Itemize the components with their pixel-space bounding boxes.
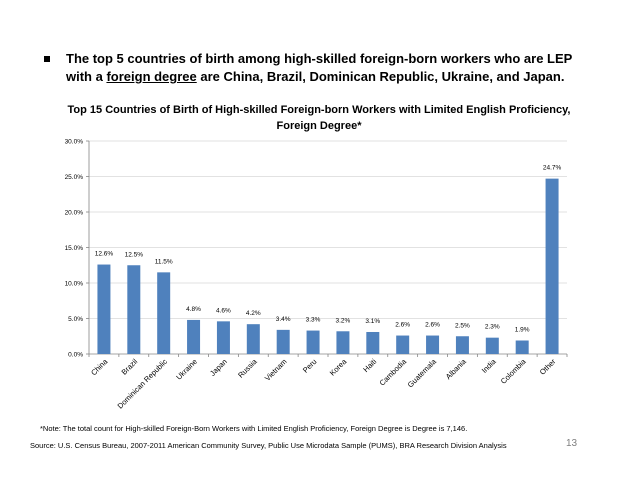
data-label: 4.6% [216, 307, 231, 314]
source-citation: Source: U.S. Census Bureau, 2007-2011 Am… [30, 441, 507, 450]
y-tick-label: 10.0% [65, 281, 84, 288]
y-tick-label: 15.0% [65, 245, 84, 252]
data-label: 3.3% [306, 317, 321, 324]
data-label: 2.3% [485, 324, 500, 331]
x-tick-label: Japan [208, 357, 229, 378]
data-label: 24.7% [543, 165, 562, 172]
x-tick-label: Peru [301, 357, 319, 375]
bar [485, 337, 499, 354]
x-tick-label: Ukraine [174, 357, 199, 382]
data-label: 2.5% [455, 322, 470, 329]
bar [306, 330, 320, 354]
y-tick-label: 0.0% [68, 352, 83, 359]
bar [97, 264, 111, 354]
x-tick-label: Cambodia [378, 356, 409, 387]
data-label: 4.8% [186, 306, 201, 313]
x-tick-label: Albania [444, 356, 469, 381]
bar [246, 324, 260, 354]
key-finding-text: The top 5 countries of birth among high-… [66, 50, 626, 86]
y-tick-label: 20.0% [65, 210, 84, 217]
bar [216, 321, 230, 354]
x-tick-label: India [480, 356, 498, 374]
y-tick-label: 5.0% [68, 316, 83, 323]
bar [336, 331, 350, 354]
bar [396, 335, 410, 354]
chart-title-line2: Foreign Degree* [276, 120, 362, 132]
bar [157, 272, 171, 354]
x-tick-label: Guatemala [406, 356, 439, 389]
key-finding-line2: with a foreign degree are China, Brazil,… [66, 68, 626, 86]
bullet-square-icon [44, 56, 50, 62]
bar [545, 178, 559, 354]
data-label: 12.5% [125, 251, 144, 258]
y-tick-label: 30.0% [65, 139, 84, 146]
x-tick-label: Brazil [120, 357, 140, 377]
x-tick-label: Russia [236, 356, 259, 379]
footnote: *Note: The total count for High-skilled … [40, 424, 468, 433]
chart-title-line1: Top 15 Countries of Birth of High-skille… [67, 104, 571, 116]
x-tick-label: Korea [328, 356, 349, 377]
key-finding-line1: The top 5 countries of birth among high-… [66, 51, 573, 66]
bar [426, 335, 440, 354]
key-finding-line2-post: are China, Brazil, Dominican Republic, U… [196, 69, 565, 84]
data-label: 3.4% [276, 316, 291, 323]
x-tick-label: Vietnam [263, 357, 289, 383]
data-label: 3.2% [336, 317, 351, 324]
data-label: 1.9% [515, 327, 530, 334]
data-label: 2.6% [425, 322, 440, 329]
x-tick-label: China [89, 356, 110, 377]
key-finding-line2-pre: with a [66, 69, 107, 84]
data-label: 2.6% [395, 322, 410, 329]
data-label: 3.1% [365, 318, 380, 325]
data-label: 4.2% [246, 310, 261, 317]
bar [515, 340, 529, 354]
bar [187, 319, 201, 354]
bar [366, 331, 380, 354]
bar [276, 329, 290, 354]
data-label: 11.5% [155, 258, 173, 265]
x-tick-label: Other [538, 357, 558, 377]
x-tick-label: Colombia [499, 356, 528, 385]
bar [127, 265, 141, 354]
key-finding-underlined: foreign degree [106, 69, 197, 84]
bar [455, 336, 469, 354]
y-tick-label: 25.0% [65, 174, 84, 181]
chart-title: Top 15 Countries of Birth of High-skille… [20, 102, 618, 134]
data-label: 12.6% [95, 251, 114, 258]
x-tick-label: Haiti [361, 357, 378, 374]
page-number: 13 [566, 438, 578, 449]
